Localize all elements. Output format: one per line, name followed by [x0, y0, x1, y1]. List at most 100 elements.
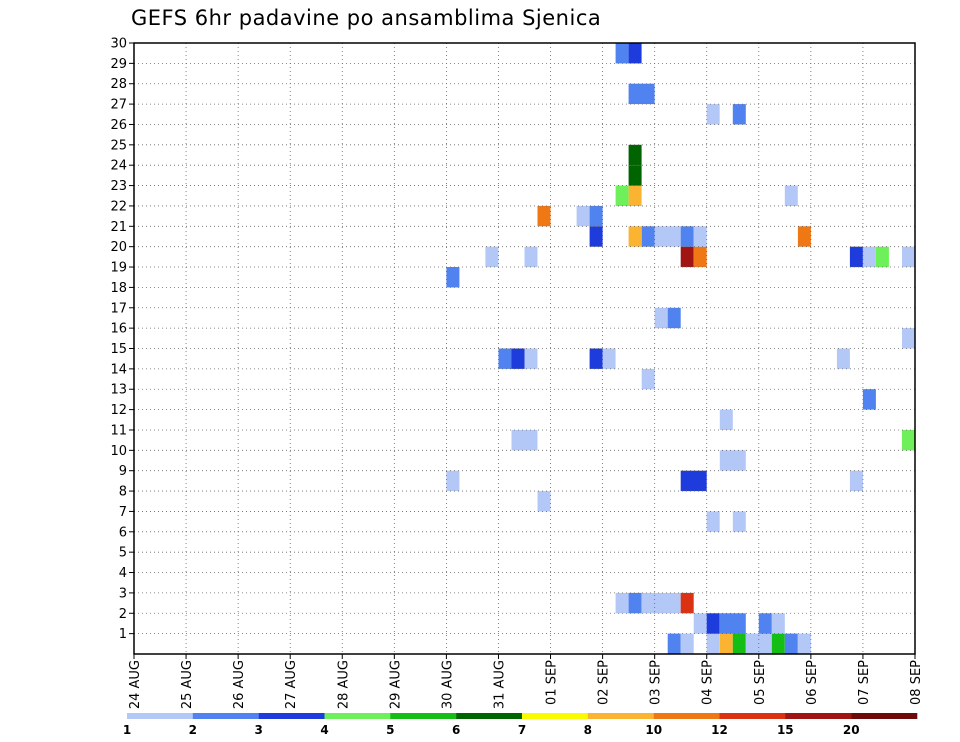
legend-swatch — [192, 713, 259, 719]
precip-cell — [706, 613, 720, 634]
precip-cell — [693, 246, 707, 268]
precip-cell — [628, 226, 642, 247]
precip-cell — [719, 613, 746, 634]
y-tick-label: 11 — [110, 423, 127, 438]
x-tick-label: 30 AUG — [440, 660, 455, 709]
precip-cell — [667, 307, 681, 329]
precip-cell — [693, 613, 707, 634]
precip-cell — [680, 246, 694, 268]
precip-cell — [641, 368, 655, 390]
precip-cell — [524, 246, 538, 268]
y-tick-label: 5 — [119, 546, 127, 561]
precip-cell — [902, 328, 915, 349]
precip-cell — [758, 613, 772, 634]
precip-cell — [641, 592, 681, 614]
y-tick-label: 15 — [110, 342, 127, 357]
y-tick-label: 13 — [110, 383, 127, 398]
precip-cell — [511, 430, 538, 451]
legend-label: 20 — [843, 723, 860, 737]
legend-swatch — [127, 713, 194, 719]
precip-cell — [732, 104, 746, 125]
y-tick-label: 18 — [110, 281, 127, 296]
y-tick-label: 26 — [110, 118, 127, 133]
x-tick-label: 28 AUG — [336, 660, 351, 709]
precip-cell — [589, 226, 603, 247]
x-tick-label: 27 AUG — [284, 660, 299, 709]
legend-label: 15 — [777, 723, 794, 737]
chart-title: GEFS 6hr padavine po ansamblima Sjenica — [131, 6, 602, 30]
legend-swatch — [324, 713, 391, 719]
y-tick-label: 24 — [110, 159, 127, 174]
y-tick-label: 9 — [119, 464, 127, 479]
precip-cell — [680, 226, 694, 247]
precip-cell — [628, 83, 655, 105]
legend-swatch — [522, 713, 589, 719]
y-tick-label: 4 — [119, 566, 127, 581]
precip-cell — [628, 43, 642, 64]
precip-cell — [849, 246, 863, 268]
y-tick-label: 3 — [119, 586, 127, 601]
y-tick-label: 29 — [110, 57, 127, 72]
x-tick-label: 29 AUG — [388, 660, 403, 709]
precip-cell — [615, 592, 629, 614]
precip-cell — [875, 246, 889, 268]
x-tick-label: 07 SEP — [857, 660, 872, 705]
precip-cell — [719, 409, 733, 430]
y-tick-label: 22 — [110, 199, 127, 214]
precip-cell — [706, 511, 720, 532]
x-tick-label: 24 AUG — [128, 660, 143, 709]
precip-cell — [524, 348, 538, 369]
precip-cell — [615, 185, 629, 206]
precip-cell — [589, 205, 603, 227]
precip-cell — [511, 348, 525, 369]
precip-cell — [654, 307, 668, 329]
x-axis: 24 AUG 25 AUG 26 AUG 27 AUG 28 AUG 29 AUG 30 A… — [128, 654, 924, 709]
precip-cell — [732, 511, 746, 532]
precip-cell — [589, 348, 603, 369]
precip-cell — [654, 226, 681, 247]
x-tick-label: 08 SEP — [909, 660, 924, 705]
precip-cell — [771, 633, 785, 654]
y-tick-label: 23 — [110, 179, 127, 194]
legend-label: 7 — [518, 723, 526, 737]
y-tick-label: 1 — [119, 627, 127, 642]
y-axis: 1234567891011121314151617181920212223242… — [110, 37, 134, 642]
y-tick-label: 16 — [110, 322, 127, 337]
precip-cell — [784, 633, 798, 654]
y-tick-label: 28 — [110, 77, 127, 92]
x-tick-label: 04 SEP — [701, 660, 716, 705]
precip-cell — [628, 185, 642, 206]
precip-cell — [706, 104, 720, 125]
precip-cell — [902, 430, 915, 451]
legend-label: 2 — [189, 723, 197, 737]
precip-cell — [836, 348, 850, 369]
precip-cell — [680, 470, 707, 492]
precip-cell — [628, 144, 642, 166]
legend-label: 6 — [452, 723, 460, 737]
precip-cell — [628, 165, 642, 186]
x-tick-label: 31 AUG — [492, 660, 507, 709]
legend-label: 4 — [320, 723, 328, 737]
y-tick-label: 27 — [110, 98, 127, 113]
legend-label: 8 — [584, 723, 592, 737]
precip-cell — [849, 470, 863, 492]
legend-swatch — [456, 713, 523, 719]
y-tick-label: 19 — [110, 261, 127, 276]
precip-cell — [498, 348, 512, 369]
legend-label: 12 — [711, 723, 728, 737]
precip-cell — [641, 226, 655, 247]
precip-cell — [485, 246, 499, 268]
precip-cell — [615, 43, 629, 64]
precip-cell — [732, 633, 746, 654]
legend-label: 3 — [255, 723, 263, 737]
precip-cell — [771, 613, 785, 634]
x-tick-label: 06 SEP — [805, 660, 820, 705]
legend-swatch — [587, 713, 654, 719]
precip-cell — [862, 246, 876, 268]
y-tick-label: 30 — [110, 37, 127, 52]
legend-swatch — [390, 713, 457, 719]
precip-cell — [602, 348, 616, 369]
y-tick-label: 6 — [119, 525, 127, 540]
precip-cell — [680, 633, 694, 654]
